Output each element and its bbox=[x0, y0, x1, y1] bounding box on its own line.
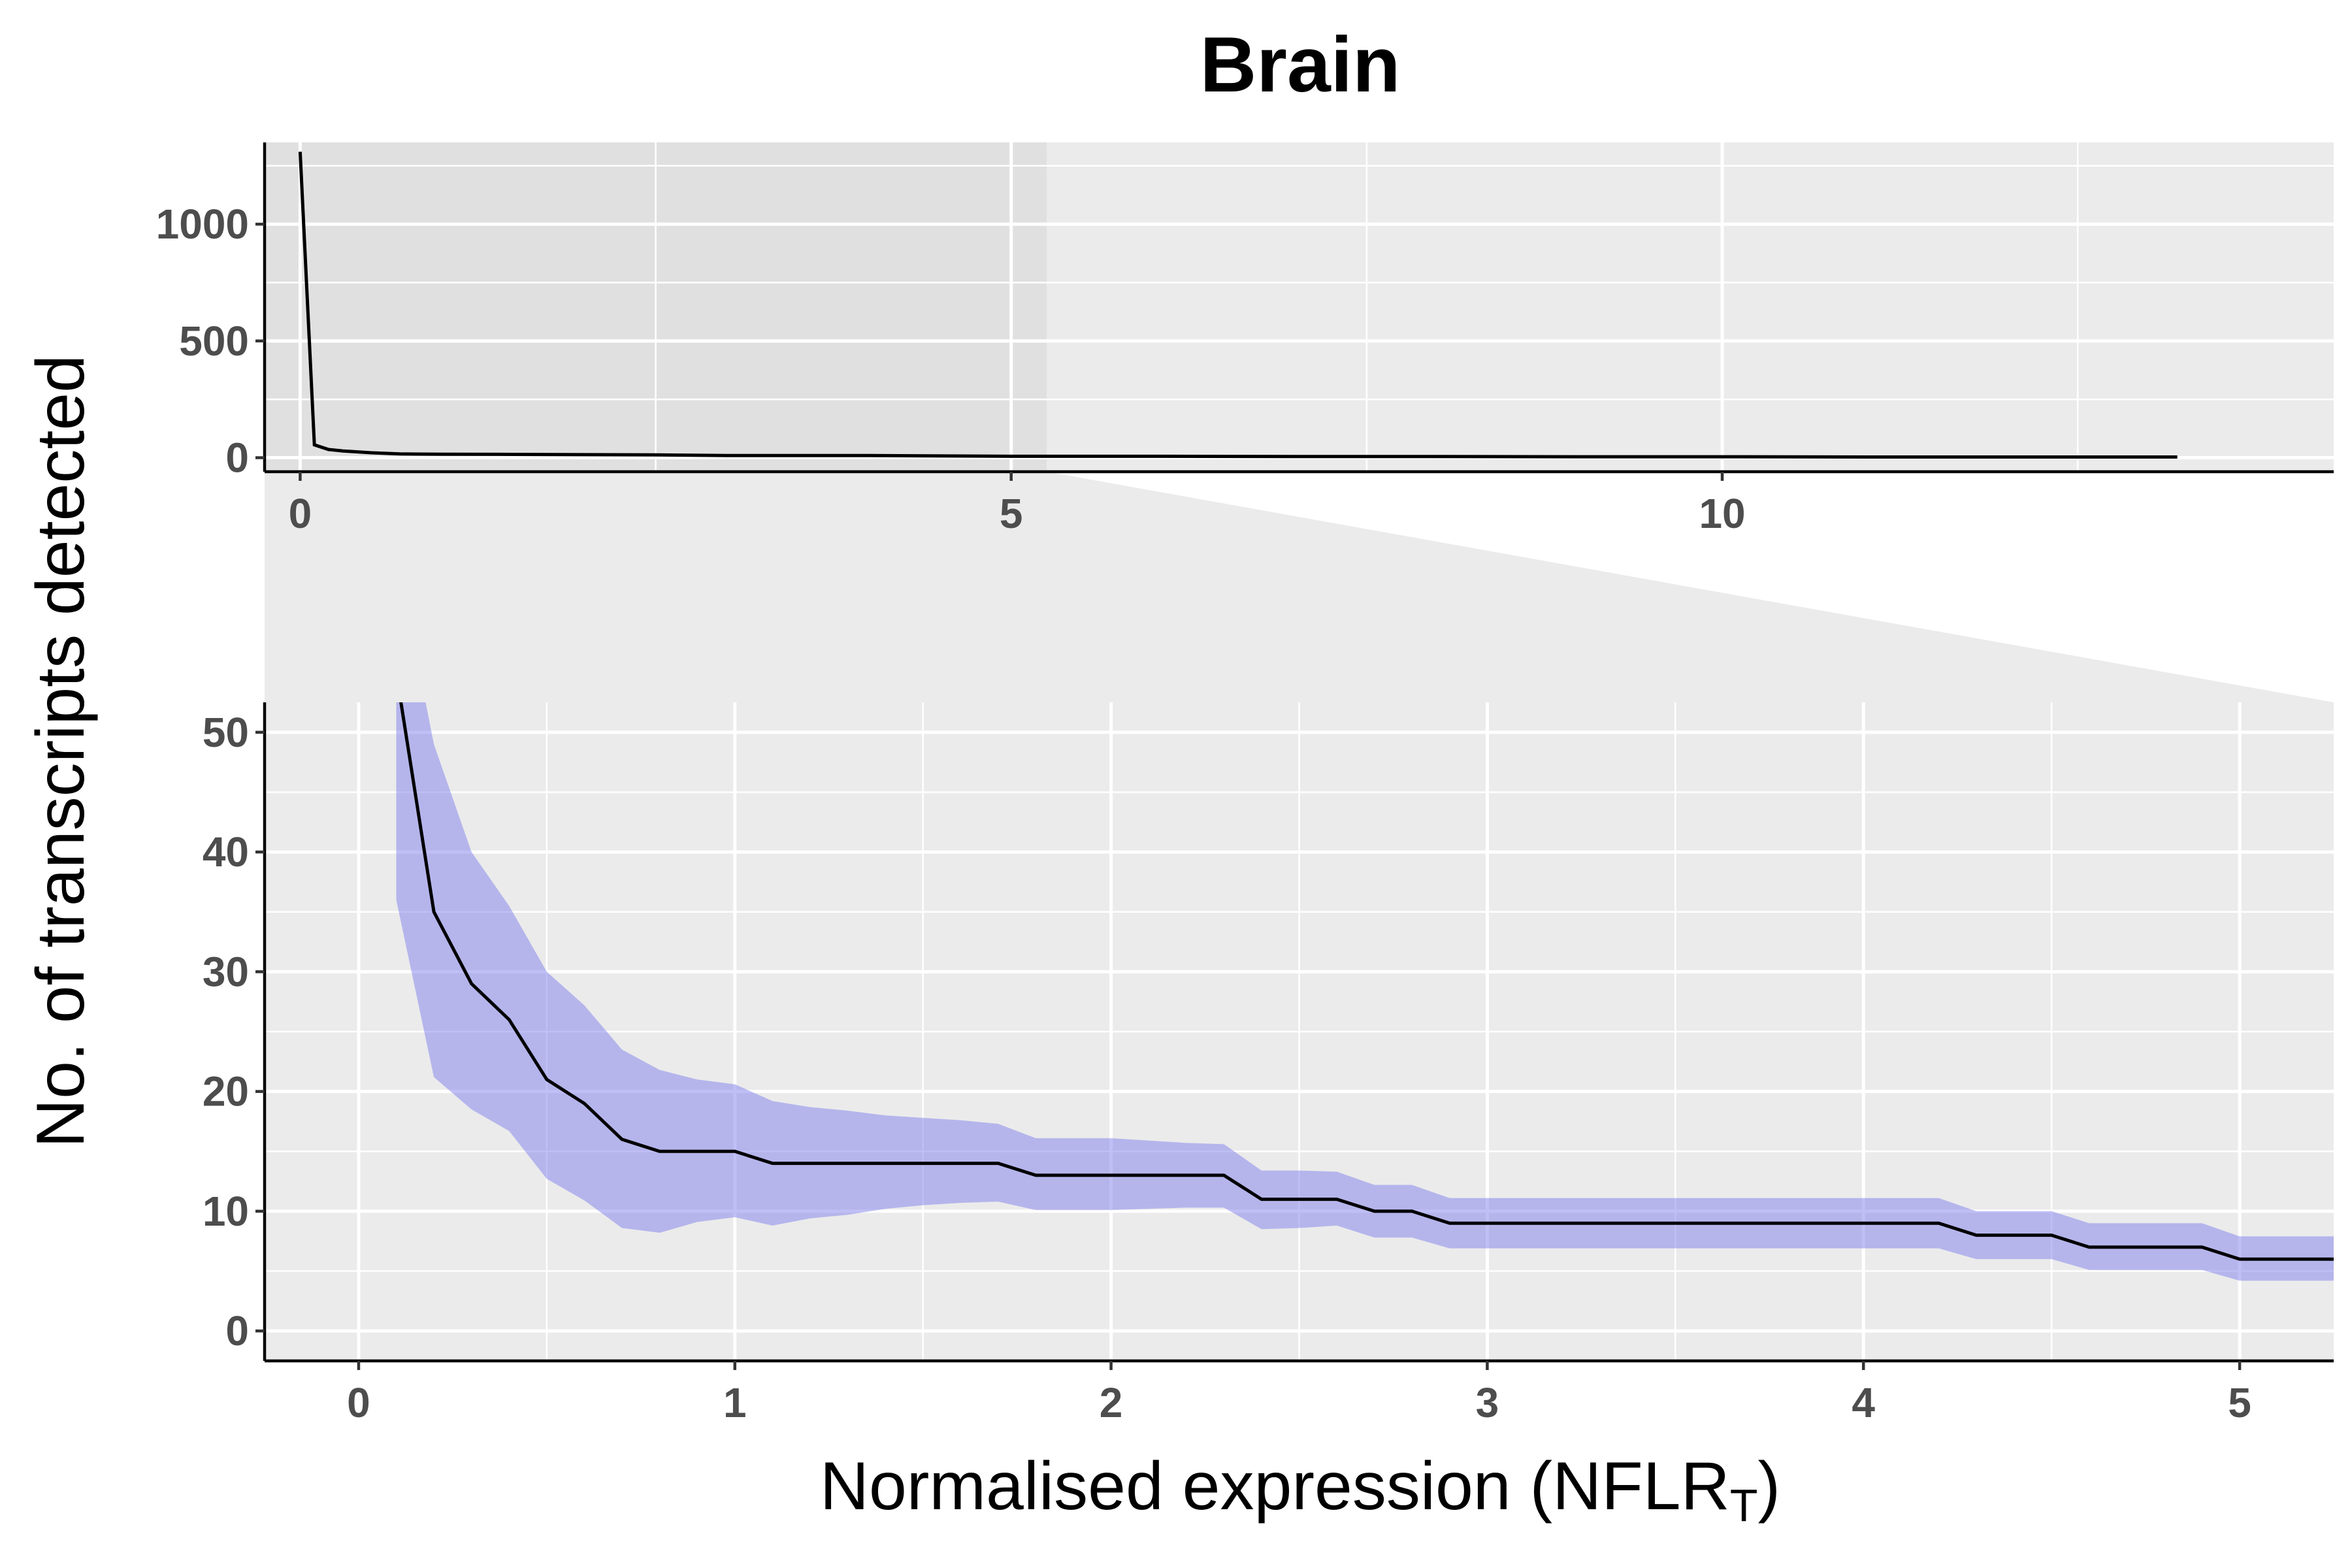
panel-overview: 0 5 10 0 500 1000 bbox=[156, 142, 2334, 537]
confidence-band bbox=[396, 702, 2334, 1281]
y-tick-label: 40 bbox=[203, 828, 249, 875]
y-tick-label: 0 bbox=[225, 1307, 249, 1354]
y-tick-label: 30 bbox=[203, 948, 249, 995]
x-axis-title-main: Normalised expression (NFLR bbox=[820, 1448, 1730, 1524]
x-tick-label: 5 bbox=[1000, 490, 1023, 537]
x-tick-label: 2 bbox=[1100, 1379, 1123, 1426]
y-tick-label: 20 bbox=[203, 1068, 249, 1115]
x-axis-title-close: ) bbox=[1758, 1448, 1781, 1524]
y-tick-label: 50 bbox=[203, 709, 249, 756]
x-axis-title-subscript: T bbox=[1730, 1480, 1758, 1531]
x-axis-title: Normalised expression (NFLRT) bbox=[820, 1448, 1780, 1531]
y-tick-label: 0 bbox=[225, 434, 249, 482]
y-tick-label: 500 bbox=[179, 318, 249, 365]
x-tick-label: 0 bbox=[289, 490, 312, 537]
x-tick-label: 0 bbox=[347, 1379, 370, 1426]
series-line bbox=[399, 702, 2334, 1261]
x-tick-label: 1 bbox=[723, 1379, 747, 1426]
y-axis-title: No. of transcripts detected bbox=[23, 355, 99, 1148]
chart-title: Brain bbox=[1200, 21, 1401, 108]
y-tick-label: 1000 bbox=[156, 201, 249, 248]
zoom-connector bbox=[265, 472, 2334, 702]
x-tick-label: 5 bbox=[2228, 1379, 2251, 1426]
y-tick-label: 10 bbox=[203, 1188, 249, 1235]
x-tick-label: 3 bbox=[1476, 1379, 1499, 1426]
x-tick-label: 4 bbox=[1852, 1379, 1875, 1426]
x-tick-label: 10 bbox=[1699, 490, 1745, 537]
series-line bbox=[298, 152, 2178, 459]
